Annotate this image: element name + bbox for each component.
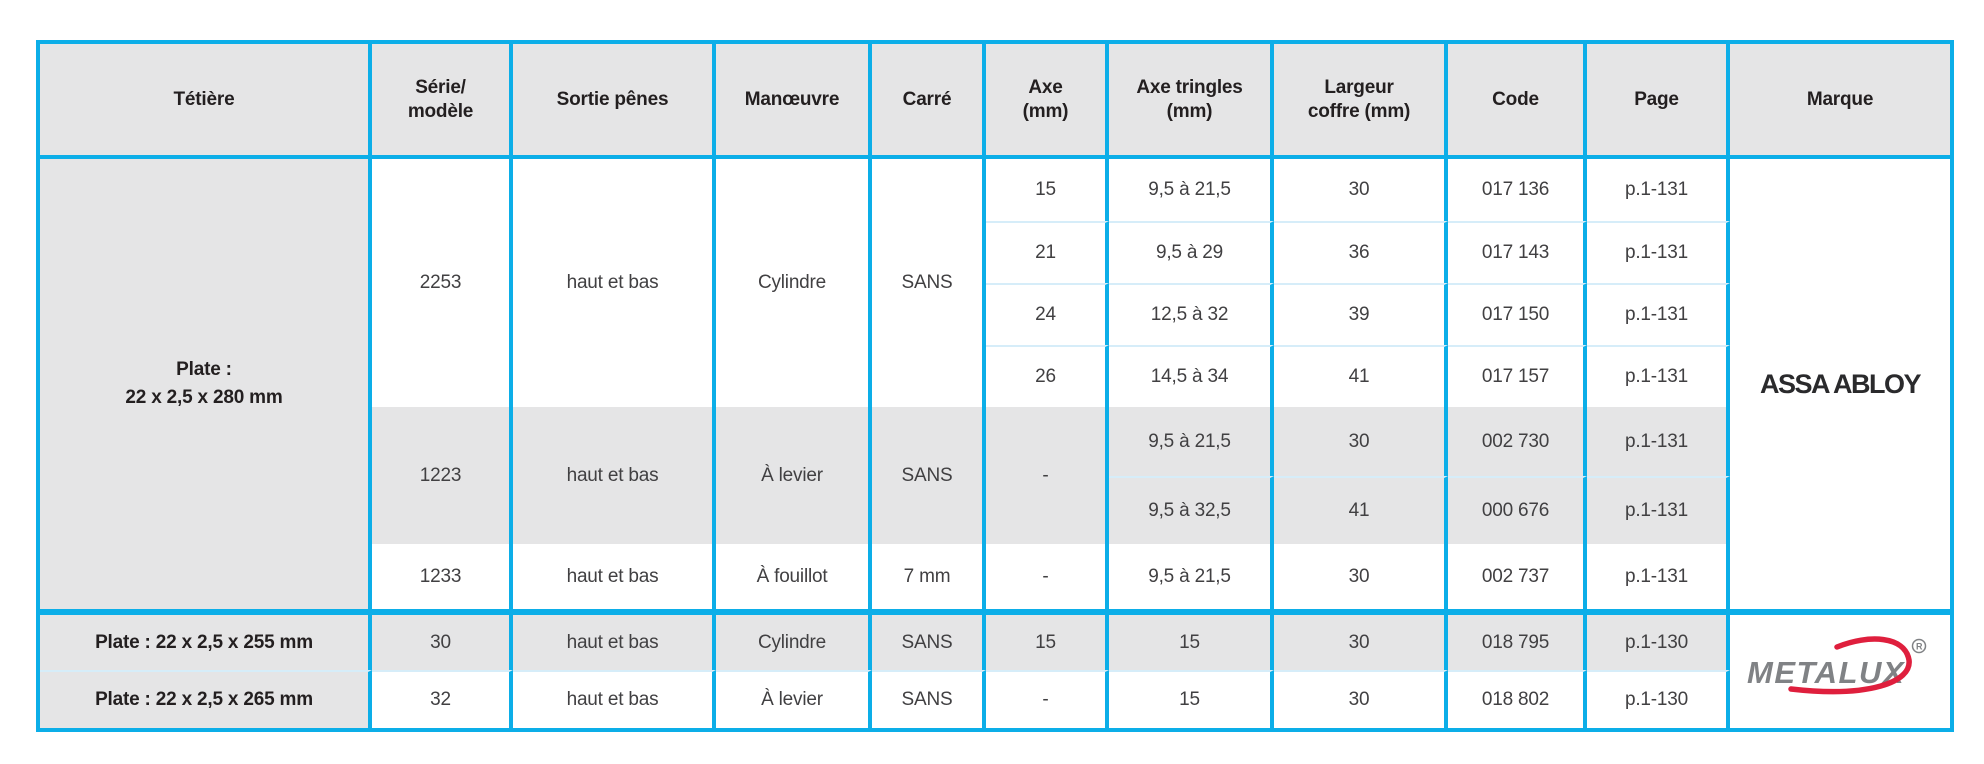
- cell-carre-265: SANS: [872, 670, 986, 728]
- col-header-page: Page: [1587, 44, 1730, 159]
- cell-manoeuvre-1233: À fouillot: [716, 544, 872, 609]
- cell-axe-tringles: 9,5 à 21,5: [1109, 544, 1274, 609]
- cell-code: 017 150: [1448, 283, 1587, 345]
- cell-manoeuvre-1223: À levier: [716, 407, 872, 544]
- cell-code: 018 802: [1448, 670, 1587, 728]
- col-header-sortie-penes: Sortie pênes: [513, 44, 716, 159]
- cell-axe-tringles: 9,5 à 21,5: [1109, 159, 1274, 221]
- cell-axe: -: [986, 407, 1109, 544]
- cell-page: p.1-131: [1587, 407, 1730, 476]
- cell-page: p.1-131: [1587, 476, 1730, 544]
- cell-page: p.1-131: [1587, 221, 1730, 283]
- metalux-logo-swoosh: [1788, 635, 1912, 694]
- cell-axe-tringles: 9,5 à 32,5: [1109, 476, 1274, 544]
- cell-axe-tringles: 12,5 à 32: [1109, 283, 1274, 345]
- metalux-logo: METALUX R: [1747, 635, 1927, 694]
- cell-carre-1223: SANS: [872, 407, 986, 544]
- metalux-logo-registered-circle: [1911, 638, 1927, 653]
- tetiere-plate-label: Plate :: [176, 359, 232, 381]
- cell-largeur-coffre: 30: [1274, 407, 1448, 476]
- cell-code: 017 157: [1448, 345, 1587, 407]
- col-header-code: Code: [1448, 44, 1587, 159]
- cell-page: p.1-131: [1587, 345, 1730, 407]
- col-header-carre: Carré: [872, 44, 986, 159]
- cell-page: p.1-131: [1587, 159, 1730, 221]
- cell-sortie-255: haut et bas: [513, 609, 716, 670]
- cell-axe-tringles: 14,5 à 34: [1109, 345, 1274, 407]
- cell-marque-metalux: METALUX R: [1730, 609, 1950, 728]
- cell-code: 018 795: [1448, 609, 1587, 670]
- cell-axe: 15: [986, 159, 1109, 221]
- cell-carre-2253: SANS: [872, 159, 986, 407]
- cell-axe-tringles: 15: [1109, 670, 1274, 728]
- cell-code: 002 737: [1448, 544, 1587, 609]
- cell-code: 000 676: [1448, 476, 1587, 544]
- cell-axe: 26: [986, 345, 1109, 407]
- cell-carre-255: SANS: [872, 609, 986, 670]
- cell-code: 017 143: [1448, 221, 1587, 283]
- col-header-largeur-coffre: Largeur coffre (mm): [1274, 44, 1448, 159]
- cell-largeur-coffre: 30: [1274, 670, 1448, 728]
- cell-axe: 24: [986, 283, 1109, 345]
- cell-axe: 15: [986, 609, 1109, 670]
- col-header-tetiere: Tétière: [40, 44, 372, 159]
- cell-page: p.1-130: [1587, 609, 1730, 670]
- cell-largeur-coffre: 30: [1274, 544, 1448, 609]
- cell-sortie-1223: haut et bas: [513, 407, 716, 544]
- col-header-marque: Marque: [1730, 44, 1950, 159]
- cell-serie-30: 30: [372, 609, 513, 670]
- cell-page: p.1-130: [1587, 670, 1730, 728]
- cell-largeur-coffre: 41: [1274, 345, 1448, 407]
- cell-sortie-265: haut et bas: [513, 670, 716, 728]
- cell-largeur-coffre: 41: [1274, 476, 1448, 544]
- col-header-manoeuvre: Manœuvre: [716, 44, 872, 159]
- cell-marque-assa-abloy: ASSA ABLOY: [1730, 159, 1950, 609]
- cell-axe-tringles: 9,5 à 21,5: [1109, 407, 1274, 476]
- cell-code: 017 136: [1448, 159, 1587, 221]
- cell-page: p.1-131: [1587, 283, 1730, 345]
- col-header-axe-tringles: Axe tringles (mm): [1109, 44, 1274, 159]
- product-table: Tétière Série/ modèle Sortie pênes Manœu…: [36, 40, 1954, 732]
- cell-largeur-coffre: 39: [1274, 283, 1448, 345]
- cell-axe-tringles: 9,5 à 29: [1109, 221, 1274, 283]
- cell-tetiere-plate-255: Plate : 22 x 2,5 x 255 mm: [40, 609, 372, 670]
- col-header-serie-modele: Série/ modèle: [372, 44, 513, 159]
- cell-manoeuvre-255: Cylindre: [716, 609, 872, 670]
- cell-axe-tringles: 15: [1109, 609, 1274, 670]
- cell-tetiere-plate-280: Plate : 22 x 2,5 x 280 mm: [40, 159, 372, 609]
- cell-axe: 21: [986, 221, 1109, 283]
- metalux-logo-registered-r: R: [1916, 641, 1923, 651]
- assa-abloy-logo: ASSA ABLOY: [1759, 368, 1922, 399]
- cell-manoeuvre-265: À levier: [716, 670, 872, 728]
- cell-largeur-coffre: 30: [1274, 159, 1448, 221]
- cell-carre-1233: 7 mm: [872, 544, 986, 609]
- cell-largeur-coffre: 30: [1274, 609, 1448, 670]
- cell-sortie-2253: haut et bas: [513, 159, 716, 407]
- cell-code: 002 730: [1448, 407, 1587, 476]
- cell-sortie-1233: haut et bas: [513, 544, 716, 609]
- cell-serie-1223: 1223: [372, 407, 513, 544]
- cell-page: p.1-131: [1587, 544, 1730, 609]
- tetiere-plate-dimensions: 22 x 2,5 x 280 mm: [125, 387, 283, 408]
- cell-axe: -: [986, 544, 1109, 609]
- cell-tetiere-plate-265: Plate : 22 x 2,5 x 265 mm: [40, 670, 372, 728]
- cell-serie-2253: 2253: [372, 159, 513, 407]
- cell-axe: -: [986, 670, 1109, 728]
- cell-largeur-coffre: 36: [1274, 221, 1448, 283]
- cell-serie-1233: 1233: [372, 544, 513, 609]
- cell-manoeuvre-2253: Cylindre: [716, 159, 872, 407]
- col-header-axe: Axe (mm): [986, 44, 1109, 159]
- cell-serie-32: 32: [372, 670, 513, 728]
